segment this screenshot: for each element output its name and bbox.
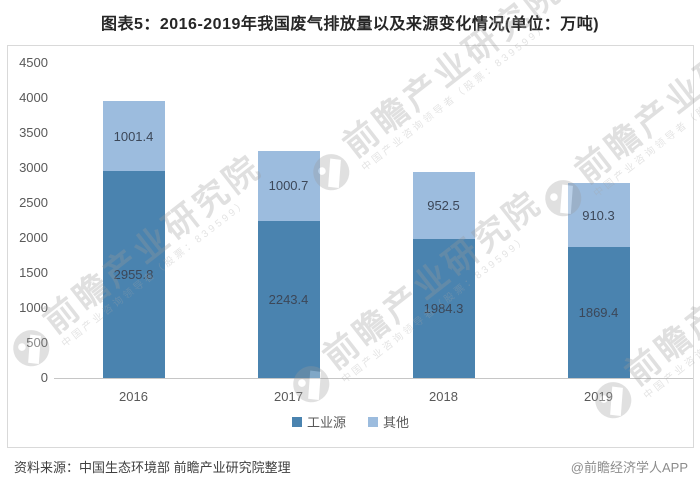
stacked-bar-2016: 1001.4 2955.8	[102, 100, 165, 378]
y-axis-tick-label: 1000	[19, 300, 48, 315]
legend-item: 工业源	[291, 412, 346, 431]
bar-value-label: 1000.7	[268, 178, 309, 194]
bar-value-label: 2955.8	[113, 267, 154, 283]
x-axis-line	[54, 378, 693, 379]
bar-segment-other: 1000.7	[257, 150, 320, 221]
legend-swatch	[291, 416, 302, 427]
bar-value-label: 1984.3	[423, 301, 464, 317]
bar-value-label: 952.5	[427, 198, 460, 214]
y-axis-tick-label: 3000	[19, 160, 48, 175]
y-axis-tick-label: 2500	[19, 195, 48, 210]
stacked-bar-2018: 952.5 1984.3	[412, 172, 475, 378]
bar-value-label: 1869.4	[578, 305, 619, 321]
y-axis-tick-label: 2000	[19, 230, 48, 245]
stacked-bar-2019: 910.3 1869.4	[567, 183, 630, 378]
y-axis-tick-label: 4000	[19, 90, 48, 105]
bar-segment-industrial: 1869.4	[567, 247, 630, 378]
x-axis-category-label: 2016	[119, 389, 148, 404]
bar-value-label: 910.3	[582, 207, 615, 223]
bar-value-label: 2243.4	[268, 291, 309, 307]
bar-segment-industrial: 1984.3	[412, 239, 475, 378]
bar-segment-other: 1001.4	[102, 100, 165, 172]
legend-item: 其他	[368, 412, 409, 431]
y-axis-tick-label: 3500	[19, 125, 48, 140]
x-axis-category-label: 2019	[584, 389, 613, 404]
y-axis-tick-label: 0	[40, 370, 48, 385]
chart-area: 0 500 1000 1500 2000 2500 3000 3500 4000 4500 100…	[7, 45, 694, 448]
bar-segment-other: 952.5	[412, 172, 475, 240]
page-title: 图表5：2016-2019年我国废气排放量以及来源变化情况(单位：万吨)	[100, 16, 600, 33]
y-axis-tick-label: 500	[26, 335, 48, 350]
legend-label: 工业源	[306, 415, 346, 430]
legend-label: 其他	[383, 415, 410, 430]
bar-segment-industrial: 2243.4	[257, 220, 320, 378]
y-axis-tick-label: 4500	[19, 55, 48, 70]
credit-note: @前瞻经济学人APP	[570, 460, 688, 475]
legend-swatch	[368, 416, 378, 427]
stacked-bar-2017: 1000.7 2243.4	[257, 150, 320, 378]
y-axis-tick-label: 1500	[19, 265, 48, 280]
source-note: 资料来源：中国生态环境部 前瞻产业研究院整理	[14, 460, 291, 475]
bar-segment-other: 910.3	[567, 183, 630, 248]
bar-segment-industrial: 2955.8	[102, 171, 165, 378]
x-axis-category-label: 2017	[274, 389, 303, 404]
chart-legend: 工业源 其他	[8, 412, 693, 431]
x-axis-category-label: 2018	[429, 389, 458, 404]
bar-value-label: 1001.4	[113, 128, 154, 144]
